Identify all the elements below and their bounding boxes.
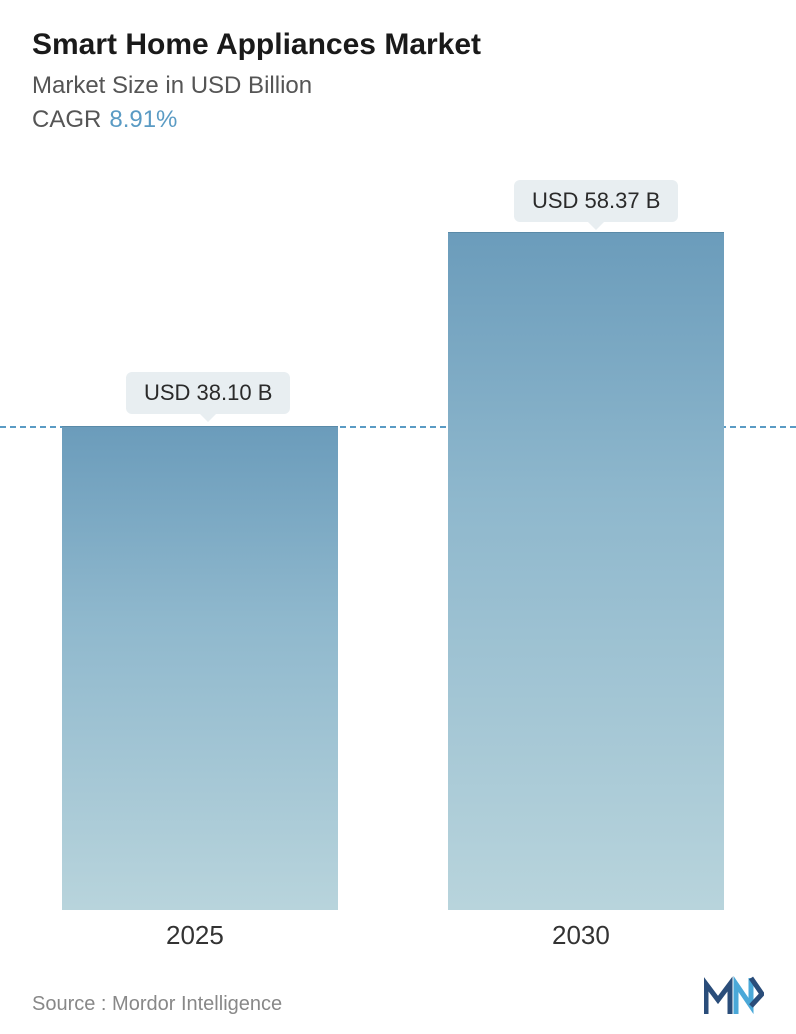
cagr-value: 8.91%	[109, 106, 177, 133]
value-label-2030: USD 58.37 B	[514, 180, 678, 222]
x-axis-labels: 2025 2030	[32, 920, 764, 960]
cagr-row: CAGR 8.91%	[32, 106, 764, 134]
cagr-label: CAGR	[32, 106, 101, 133]
bar-2025	[62, 426, 338, 910]
chart-subtitle: Market Size in USD Billion	[32, 72, 764, 100]
bar-2030	[448, 232, 724, 910]
footer: Source : Mordor Intelligence	[32, 976, 764, 1016]
logo-icon	[704, 976, 764, 1016]
x-label-2025: 2025	[166, 920, 224, 951]
chart-title: Smart Home Appliances Market	[32, 28, 764, 62]
x-label-2030: 2030	[552, 920, 610, 951]
source-text: Source : Mordor Intelligence	[32, 993, 282, 1016]
chart-area: USD 38.10 B USD 58.37 B	[32, 180, 764, 910]
value-label-2025: USD 38.10 B	[126, 372, 290, 414]
